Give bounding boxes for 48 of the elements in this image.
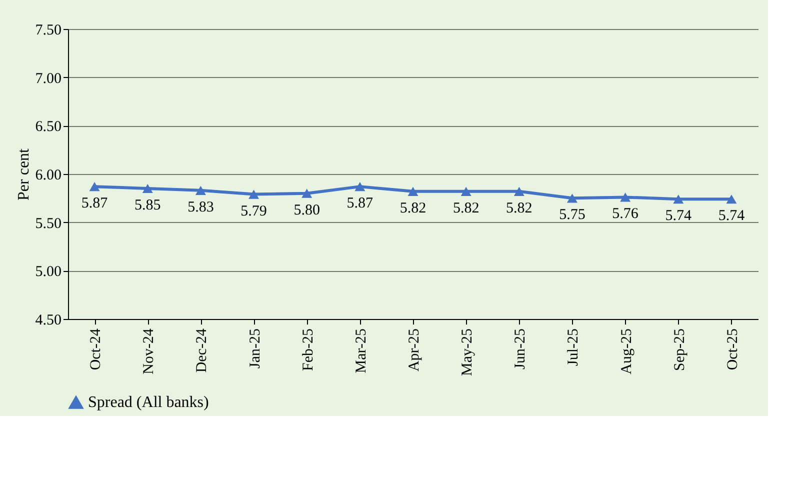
point (726, 194, 737, 204)
data-label: 5.75 (559, 207, 586, 224)
x-tick-label: Oct-24 (88, 328, 104, 370)
data-label: 5.87 (346, 196, 374, 212)
x-tick-label: Apr-25 (406, 328, 422, 372)
point (142, 184, 153, 194)
point (302, 188, 312, 198)
y-tick-label: 4.50 (35, 312, 62, 328)
x-tick-label: Dec-24 (194, 328, 210, 373)
x-tick-label: Jun-25 (512, 328, 529, 370)
point (89, 182, 100, 192)
x-tick-label: Sep-25 (672, 328, 688, 371)
point (566, 194, 578, 203)
point (620, 192, 631, 202)
y-tick-label: 6.00 (35, 168, 62, 184)
point (460, 186, 472, 196)
legend-label: Spread (All banks) (88, 394, 209, 411)
x-tick-label: Nov-24 (141, 328, 158, 374)
data-label: 5.87 (81, 196, 108, 212)
point (248, 190, 260, 199)
y-tick-label: 5.50 (35, 216, 62, 232)
x-tick-label: Aug-25 (618, 328, 635, 374)
data-label: 5.82 (400, 200, 426, 216)
y-axis-title: Per cent (15, 148, 32, 200)
data-label: 5.82 (452, 200, 480, 216)
point (354, 182, 366, 192)
x-tick-label: Jul-25 (566, 328, 582, 366)
data-label: 5.83 (188, 199, 214, 216)
data-label: 5.76 (612, 206, 639, 222)
point (408, 186, 418, 196)
data-label: 5.79 (240, 203, 267, 220)
data-label: 5.85 (134, 198, 161, 214)
point (673, 194, 684, 204)
data-label: 5.74 (718, 208, 746, 224)
data-label: 5.82 (506, 200, 532, 216)
data-label: 5.74 (665, 208, 692, 224)
x-tick-label: Mar-25 (353, 328, 370, 374)
x-tick-label: Jan-25 (247, 328, 264, 368)
point (195, 186, 206, 195)
y-tick-label: 7.50 (35, 22, 62, 38)
x-tick-label: Feb-25 (300, 328, 316, 371)
y-tick-label: 7.00 (35, 70, 62, 87)
x-tick-label: Oct-25 (724, 328, 741, 370)
point (514, 186, 524, 196)
x-tick-label: May-25 (460, 328, 476, 376)
y-tick-label: 6.50 (35, 119, 62, 136)
data-label: 5.80 (294, 202, 320, 218)
y-tick-label: 5.00 (35, 264, 62, 280)
